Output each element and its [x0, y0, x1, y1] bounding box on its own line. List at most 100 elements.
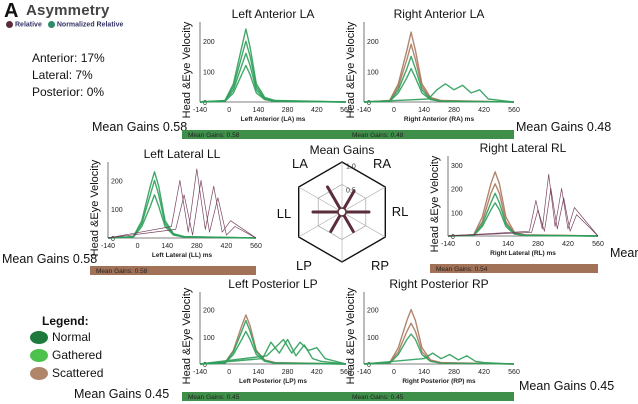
mean-gains-bar — [90, 266, 256, 275]
x-tick-label: -140 — [101, 243, 115, 250]
x-tick-label: 280 — [191, 243, 203, 250]
x-axis-label: Right Posterior (RP) ms — [402, 378, 476, 385]
mean-gains-bar-label: Mean Gains: 0.58 — [188, 132, 240, 139]
mean-gains-bar-label: Mean Gains: 0.58 — [96, 268, 148, 275]
stat-value: 17% — [80, 51, 105, 65]
y-tick-label: 100 — [203, 70, 215, 77]
y-tick-label: 200 — [111, 178, 123, 185]
chart-title: Right Posterior RP — [389, 277, 488, 291]
y-axis-label: Head &Eye Velocity — [429, 155, 441, 252]
asymmetry-legend: Relative Normalized Relative — [6, 21, 123, 28]
legend-label: Normal — [52, 330, 91, 344]
hexagon-spoke — [298, 211, 343, 238]
relative-label: Relative — [15, 21, 42, 29]
x-tick-label: 420 — [311, 369, 323, 376]
series-line — [363, 83, 515, 103]
axis-label-la: LA — [292, 156, 308, 171]
series-line — [363, 333, 515, 365]
y-tick-label: 0 — [451, 234, 455, 241]
series-line — [199, 64, 347, 103]
normalized-label: Normalized Relative — [56, 21, 124, 29]
y-tick-label: 100 — [367, 70, 379, 77]
series-line — [447, 202, 599, 237]
x-axis-label: Left Posterior (LP) ms — [239, 378, 307, 385]
x-tick-label: 420 — [478, 369, 490, 376]
x-axis-label: Left Lateral (LL) ms — [152, 252, 213, 259]
stat-label: Anterior: — [32, 51, 78, 65]
series-line — [447, 188, 599, 237]
x-tick-label: 560 — [508, 107, 520, 114]
panel-letter: A — [4, 0, 19, 22]
series-line — [447, 183, 599, 237]
y-tick-label: 0 — [367, 100, 371, 107]
stat-anterior: Anterior: 17% — [32, 50, 105, 67]
y-tick-label: 200 — [203, 308, 215, 315]
chart-left-anterior: Left Anterior LA Head &Eye Velocity 200 100… — [181, 7, 352, 139]
series-line — [447, 171, 599, 237]
mean-gains-lp-label: Mean Gains 0.45 — [74, 387, 170, 401]
asymmetry-stats: Anterior: 17% Lateral: 7% Posterior: 0% — [32, 50, 105, 101]
x-tick-label: 420 — [562, 241, 574, 248]
series-line — [107, 168, 257, 239]
x-tick-label: 280 — [448, 107, 460, 114]
axis-label-rl: RL — [392, 204, 409, 219]
legend: Legend: Normal Gathered Scattered — [30, 314, 103, 382]
normalized-legend-item: Normalized Relative — [47, 21, 124, 29]
y-tick-label: 100 — [367, 335, 379, 342]
x-tick-label: 560 — [340, 107, 352, 114]
legend-item-gathered: Gathered — [30, 346, 103, 364]
stat-label: Lateral: — [32, 68, 73, 82]
chart-title: Left Posterior LP — [228, 277, 317, 291]
series-line — [363, 352, 515, 365]
x-tick-label: 560 — [508, 369, 520, 376]
series-line — [107, 180, 257, 239]
relative-legend-item: Relative — [6, 21, 42, 28]
x-tick-label: -140 — [193, 107, 207, 114]
hexagon-spoke — [341, 186, 386, 213]
y-axis-label: Head &Eye Velocity — [181, 21, 193, 118]
legend-item-scattered: Scattered — [30, 364, 103, 382]
chart-title: Left Anterior LA — [232, 7, 315, 21]
chart-title: Right Lateral RL — [480, 141, 567, 155]
normal-swatch-icon — [30, 330, 48, 344]
x-tick-label: 0 — [136, 243, 140, 250]
mean-gains-bar-label: Mean Gains: 0.45 — [188, 394, 240, 401]
hexagon-center-dot — [337, 207, 347, 217]
series-line — [363, 43, 515, 103]
legend-label: Gathered — [52, 348, 103, 362]
x-tick-label: -140 — [441, 241, 455, 248]
series-line — [447, 173, 599, 237]
stat-posterior: Posterior: 0% — [32, 84, 105, 101]
x-tick-label: 0 — [227, 369, 231, 376]
y-axis-label: Head &Eye Velocity — [345, 287, 357, 384]
axis-label-ll: LL — [277, 206, 291, 221]
mean-gains-bar — [346, 130, 514, 139]
stat-value: 7% — [75, 68, 93, 82]
x-tick-label: 0 — [392, 369, 396, 376]
series-line — [363, 67, 515, 103]
x-tick-label: 0 — [227, 107, 231, 114]
y-tick-label: 100 — [451, 210, 463, 217]
stat-label: Posterior: — [32, 85, 84, 99]
legend-item-normal: Normal — [30, 328, 103, 346]
series-line — [107, 194, 257, 239]
y-tick-label: 100 — [203, 335, 215, 342]
x-tick-label: 140 — [161, 243, 173, 250]
x-tick-label: 280 — [282, 369, 294, 376]
x-axis-label: Right Lateral (RL) ms — [490, 250, 556, 257]
y-tick-label: 200 — [451, 187, 463, 194]
stat-value: 0% — [86, 85, 105, 99]
x-tick-label: 280 — [282, 107, 294, 114]
x-tick-label: 420 — [478, 107, 490, 114]
hexagon-spoke — [341, 211, 386, 238]
y-tick-label: 0 — [203, 362, 207, 369]
x-tick-label: 140 — [253, 107, 265, 114]
gain-bar-la — [326, 185, 344, 214]
series-line — [363, 31, 515, 103]
scattered-swatch-icon — [30, 366, 48, 380]
y-tick-label: 100 — [111, 207, 123, 214]
x-tick-label: 420 — [221, 243, 233, 250]
x-tick-label: 140 — [253, 369, 265, 376]
x-tick-label: 280 — [532, 241, 544, 248]
chart-right-lateral: Right Lateral RL Head &Eye Velocity 300 200… — [429, 141, 604, 273]
